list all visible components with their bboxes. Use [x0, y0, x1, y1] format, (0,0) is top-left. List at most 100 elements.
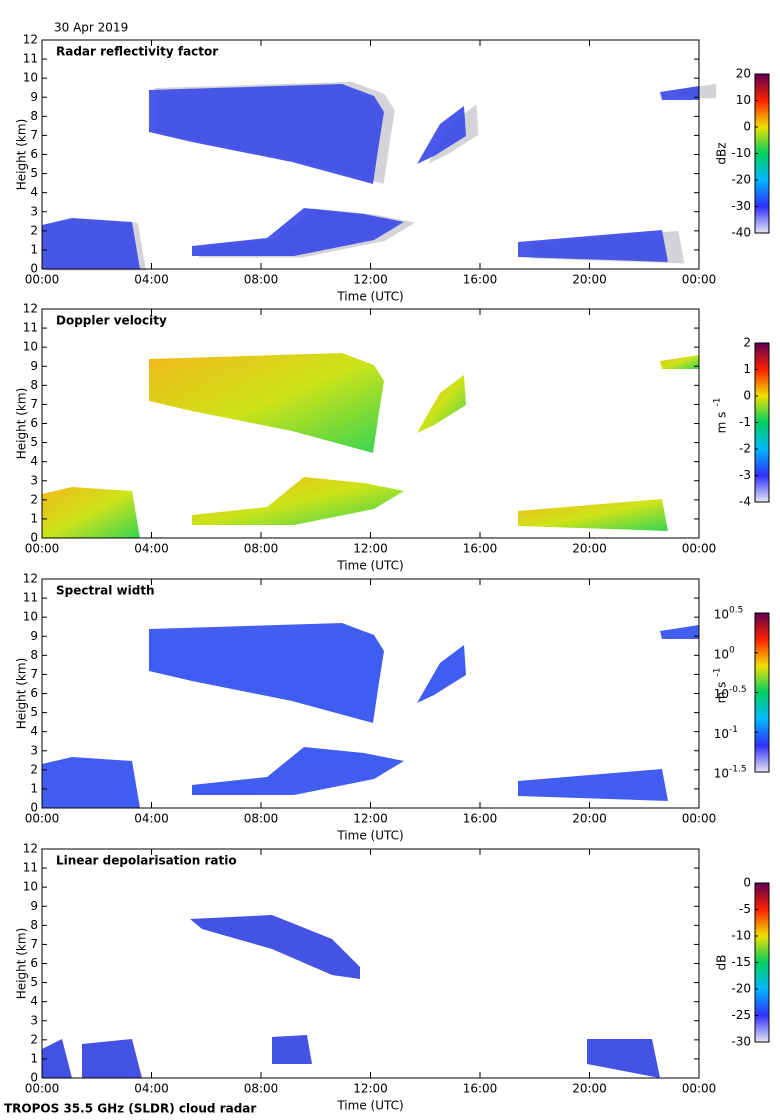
panel-title: Doppler velocity — [56, 314, 167, 328]
colorbar-tick-exponent: 0 — [729, 645, 735, 655]
colorbar-tick-label: -30 — [731, 1035, 751, 1049]
x-tick-label: 16:00 — [463, 273, 498, 287]
colorbar-label: m s — [715, 682, 729, 704]
x-tick-label: 00:00 — [25, 1082, 60, 1096]
colorbar-tick-exponent: -1.5 — [729, 765, 747, 775]
radar-echo — [42, 623, 699, 808]
y-tick-label: 4 — [30, 454, 38, 468]
y-tick-label: 9 — [30, 359, 38, 373]
colorbar-tick-label: 10 — [736, 93, 751, 107]
x-tick-label: 16:00 — [463, 542, 498, 556]
y-tick-label: 2 — [30, 492, 38, 506]
colorbar-tick-label: -1 — [739, 415, 751, 429]
colorbar-label: dBz — [715, 142, 729, 164]
y-tick-label: 9 — [30, 899, 38, 913]
y-tick-label: 10 — [23, 340, 38, 354]
colorbar-tick-label: -5 — [739, 902, 751, 916]
footer: TROPOS 35.5 GHz (SLDR) cloud radar — [4, 1102, 256, 1116]
colorbar-label: m s — [715, 412, 729, 434]
x-tick-label: 20:00 — [572, 812, 607, 826]
radar-echo — [42, 353, 699, 538]
colorbar-tick-label: 10 — [714, 608, 729, 622]
colorbar-tick-label: 1 — [743, 362, 751, 376]
x-tick-label: 00:00 — [25, 812, 60, 826]
y-tick-label: 0 — [30, 1071, 38, 1085]
y-tick-label: 0 — [30, 801, 38, 815]
y-tick-label: 7 — [30, 937, 38, 951]
y-tick-label: 1 — [30, 781, 38, 795]
x-tick-label: 00:00 — [682, 1082, 717, 1096]
x-tick-label: 12:00 — [353, 1082, 388, 1096]
x-tick-label: 20:00 — [572, 273, 607, 287]
y-tick-label: 6 — [30, 686, 38, 700]
x-tick-label: 20:00 — [572, 542, 607, 556]
x-axis-label: Time (UTC) — [336, 1099, 403, 1113]
x-tick-label: 08:00 — [244, 1082, 279, 1096]
y-tick-label: 11 — [23, 321, 38, 335]
colorbar-tick-label: 0 — [743, 120, 751, 134]
y-tick-label: 3 — [30, 743, 38, 757]
x-tick-label: 12:00 — [353, 542, 388, 556]
y-tick-label: 5 — [30, 705, 38, 719]
y-tick-label: 11 — [23, 591, 38, 605]
y-tick-label: 12 — [23, 842, 38, 856]
y-tick-label: 7 — [30, 128, 38, 142]
y-tick-label: 9 — [30, 629, 38, 643]
colorbar-tick-label: -2 — [739, 442, 751, 456]
colorbar-tick-exponent: 0.5 — [729, 606, 743, 616]
colorbar-tick-label: -3 — [739, 468, 751, 482]
x-tick-label: 00:00 — [25, 542, 60, 556]
colorbar-tick-label: -15 — [731, 955, 751, 969]
y-tick-label: 12 — [23, 572, 38, 586]
y-axis-label: Height (km) — [15, 388, 29, 459]
radar-echo — [42, 915, 660, 1078]
colorbar-tick-label: -25 — [731, 1008, 751, 1022]
x-tick-label: 16:00 — [463, 812, 498, 826]
x-tick-label: 04:00 — [134, 1082, 169, 1096]
y-tick-label: 2 — [30, 1032, 38, 1046]
x-tick-label: 08:00 — [244, 273, 279, 287]
y-tick-label: 6 — [30, 956, 38, 970]
panel — [42, 81, 717, 271]
y-tick-label: 1 — [30, 242, 38, 256]
y-tick-label: 12 — [23, 302, 38, 316]
y-tick-label: 3 — [30, 1013, 38, 1027]
panel-title: Linear depolarisation ratio — [56, 854, 237, 868]
colorbar-label-exponent: -1 — [713, 668, 723, 677]
panel — [42, 353, 699, 538]
y-tick-label: 0 — [30, 531, 38, 545]
y-tick-label: 11 — [23, 861, 38, 875]
x-tick-label: 00:00 — [682, 542, 717, 556]
y-tick-label: 7 — [30, 397, 38, 411]
colorbar-tick-label: 10 — [714, 647, 729, 661]
y-tick-label: 3 — [30, 473, 38, 487]
y-tick-label: 8 — [30, 378, 38, 392]
y-tick-label: 5 — [30, 435, 38, 449]
x-tick-label: 12:00 — [353, 273, 388, 287]
x-tick-label: 00:00 — [682, 273, 717, 287]
x-tick-label: 04:00 — [134, 542, 169, 556]
y-tick-label: 5 — [30, 975, 38, 989]
y-tick-label: 10 — [23, 610, 38, 624]
date: 30 Apr 2019 — [54, 21, 128, 35]
x-axis-label: Time (UTC) — [336, 829, 403, 843]
panel-title: Radar reflectivity factor — [56, 45, 218, 59]
colorbar-tick-label: -10 — [731, 146, 751, 160]
colorbar-tick-label: 0 — [743, 389, 751, 403]
colorbar-tick-exponent: -0.5 — [729, 685, 747, 695]
y-tick-label: 6 — [30, 147, 38, 161]
colorbar-tick-label: -40 — [731, 226, 751, 240]
y-tick-label: 12 — [23, 33, 38, 47]
x-axis-label: Time (UTC) — [336, 290, 403, 304]
colorbar-tick-label: -20 — [731, 982, 751, 996]
x-tick-label: 00:00 — [682, 812, 717, 826]
x-axis-label: Time (UTC) — [336, 559, 403, 573]
y-tick-label: 4 — [30, 185, 38, 199]
x-tick-label: 08:00 — [244, 812, 279, 826]
y-tick-label: 8 — [30, 648, 38, 662]
x-tick-label: 08:00 — [244, 542, 279, 556]
y-axis-label: Height (km) — [15, 119, 29, 190]
y-tick-label: 10 — [23, 880, 38, 894]
x-tick-label: 16:00 — [463, 1082, 498, 1096]
